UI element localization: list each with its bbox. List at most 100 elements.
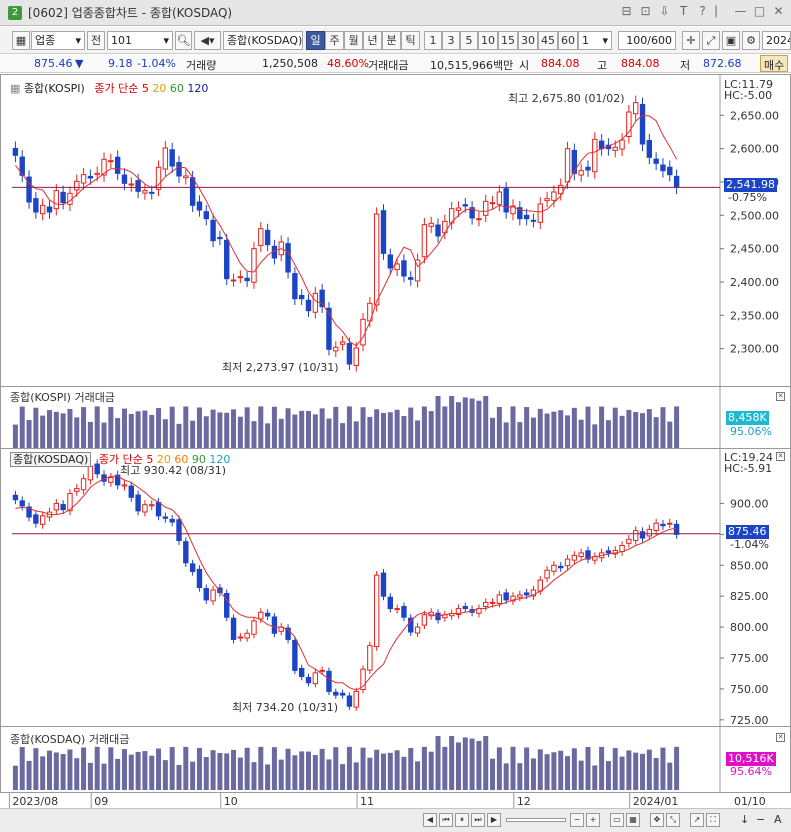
- kospi-y-tick-label: 2,350.00: [730, 309, 779, 322]
- interval-button-2[interactable]: 5: [460, 31, 478, 50]
- scroll-last-icon[interactable]: ⏭: [471, 813, 485, 827]
- high-value: 884.08: [621, 57, 660, 70]
- zoom-out-icon[interactable]: −: [570, 813, 584, 827]
- interval-button-0[interactable]: 1: [424, 31, 442, 50]
- help-icon[interactable]: ?: [699, 4, 706, 18]
- kospi-volume-bar: [544, 413, 550, 448]
- kosdaq-volume-bar: [224, 753, 230, 790]
- close-icon[interactable]: ✕: [773, 4, 784, 18]
- font-large-icon[interactable]: A: [774, 813, 782, 826]
- arrow-icon[interactable]: ↗: [690, 813, 704, 827]
- close-pane-icon[interactable]: ✕: [776, 733, 785, 742]
- scroll-first-icon[interactable]: ⏮: [439, 813, 453, 827]
- kosdaq-volume-bar: [537, 749, 543, 790]
- period-button-5[interactable]: 틱: [401, 31, 420, 50]
- move-icon[interactable]: ✥: [650, 813, 664, 827]
- interval-button-5[interactable]: 30: [518, 31, 538, 50]
- kosdaq-volume-bar: [312, 755, 318, 790]
- scroll-left-icon[interactable]: ◀: [423, 813, 437, 827]
- kosdaq-volume-bar: [33, 748, 39, 790]
- pause-icon[interactable]: ⏸: [455, 813, 469, 827]
- interval-button-4[interactable]: 15: [498, 31, 518, 50]
- kospi-volume-bar: [428, 411, 434, 448]
- close-pane-icon[interactable]: ✕: [776, 452, 785, 461]
- period-button-2[interactable]: 월: [344, 31, 363, 50]
- minimize-icon[interactable]: —: [734, 4, 747, 18]
- text-icon[interactable]: T: [679, 4, 688, 18]
- code-input[interactable]: 101 ▾: [107, 31, 173, 50]
- kosdaq-volume-bar: [292, 755, 298, 790]
- restore-icon[interactable]: □: [753, 4, 766, 18]
- kospi-volume-bar: [108, 406, 114, 448]
- search-button[interactable]: 🔍︎: [175, 31, 192, 50]
- interval-button-1[interactable]: 3: [442, 31, 460, 50]
- kosdaq-volume-bar: [258, 746, 264, 790]
- scroll-down-icon[interactable]: ↓: [740, 813, 750, 826]
- save-chart-button[interactable]: ▣: [722, 31, 740, 50]
- grid-toggle-button[interactable]: ▦: [12, 31, 30, 50]
- interval-button-3[interactable]: 10: [478, 31, 498, 50]
- fullscreen-icon[interactable]: ⛶: [706, 813, 720, 827]
- kosdaq-volume-bar: [674, 746, 680, 790]
- kospi-volume-bar: [333, 406, 339, 448]
- kospi-candle-body: [258, 228, 264, 246]
- kospi-volume-bar: [578, 419, 584, 448]
- fit-icon[interactable]: ▭: [610, 813, 624, 827]
- chart-canvas[interactable]: 2,650.002,600.002,550.002,500.002,450.00…: [0, 74, 791, 810]
- kosdaq-volume-title-text: 종합(KOSDAQ) 거래대금: [10, 733, 130, 746]
- search-icon: 🔍︎: [176, 34, 191, 47]
- kospi-volume-bar: [415, 420, 421, 448]
- kospi-volume-bar: [565, 415, 571, 448]
- kosdaq-candle-body: [394, 608, 400, 611]
- date-input[interactable]: 2024: [762, 31, 791, 50]
- kosdaq-title[interactable]: 종합(KOSDAQ): [10, 452, 92, 467]
- expand-icon[interactable]: ⤡: [666, 813, 680, 827]
- kosdaq-volume-bar: [156, 748, 162, 790]
- period-button-1[interactable]: 주: [325, 31, 344, 50]
- interval-select-value: 1: [582, 34, 589, 47]
- save-icon[interactable]: ⇩: [659, 4, 670, 18]
- sound-button[interactable]: ◀▾: [194, 31, 221, 50]
- kospi-candle-body: [530, 219, 537, 222]
- kospi-candle-body: [510, 205, 516, 215]
- kospi-candle-body: [162, 147, 169, 170]
- kospi-candle-body: [462, 204, 468, 207]
- crosshair-button[interactable]: ✛: [682, 31, 700, 50]
- buy-button[interactable]: 매수: [760, 55, 789, 72]
- zoom-in-icon[interactable]: +: [586, 813, 600, 827]
- kosdaq-volume-bar: [558, 750, 564, 790]
- kosdaq-candle-body: [421, 614, 428, 626]
- all-button[interactable]: 전: [87, 31, 105, 50]
- kosdaq-candle-body: [224, 592, 230, 618]
- kospi-volume-bar: [646, 409, 652, 448]
- kosdaq-candle-body: [626, 538, 632, 544]
- kosdaq-candle-body: [639, 531, 646, 539]
- window-split-icon[interactable]: ⊡: [640, 4, 651, 18]
- draw-tool-button[interactable]: ⤢: [702, 31, 720, 50]
- interval-select[interactable]: 1 ▾: [578, 31, 612, 50]
- window-layout-icon[interactable]: ⊟: [621, 4, 632, 18]
- pin-icon[interactable]: ⎸: [715, 4, 728, 18]
- kosdaq-candle-body: [483, 601, 489, 608]
- kospi-candle-body: [224, 239, 230, 280]
- period-button-0[interactable]: 일: [306, 31, 325, 50]
- kosdaq-high-note: 최고 930.42 (08/31): [120, 464, 227, 477]
- settings-button[interactable]: ⚙: [742, 31, 760, 50]
- period-button-3[interactable]: 년: [363, 31, 382, 50]
- period-button-4[interactable]: 분: [382, 31, 401, 50]
- close-pane-icon[interactable]: ✕: [776, 392, 785, 401]
- kospi-candle-body: [46, 206, 53, 213]
- interval-button-6[interactable]: 45: [538, 31, 558, 50]
- interval-button-7[interactable]: 60: [558, 31, 578, 50]
- kospi-candle-body: [639, 103, 646, 145]
- kospi-candle-body: [503, 188, 509, 213]
- font-small-icon[interactable]: −: [756, 813, 766, 826]
- market-select[interactable]: 업종 ▾: [31, 31, 85, 50]
- kosdaq-volume-bar: [462, 737, 468, 790]
- bar-count-input[interactable]: 100/600: [618, 31, 676, 50]
- kospi-title: 종합(KOSPI): [23, 82, 85, 95]
- grid-icon[interactable]: ▦: [626, 813, 640, 827]
- scroll-right-icon[interactable]: ▶: [487, 813, 501, 827]
- kospi-candle-body: [80, 174, 87, 184]
- zoom-slider[interactable]: [506, 818, 566, 822]
